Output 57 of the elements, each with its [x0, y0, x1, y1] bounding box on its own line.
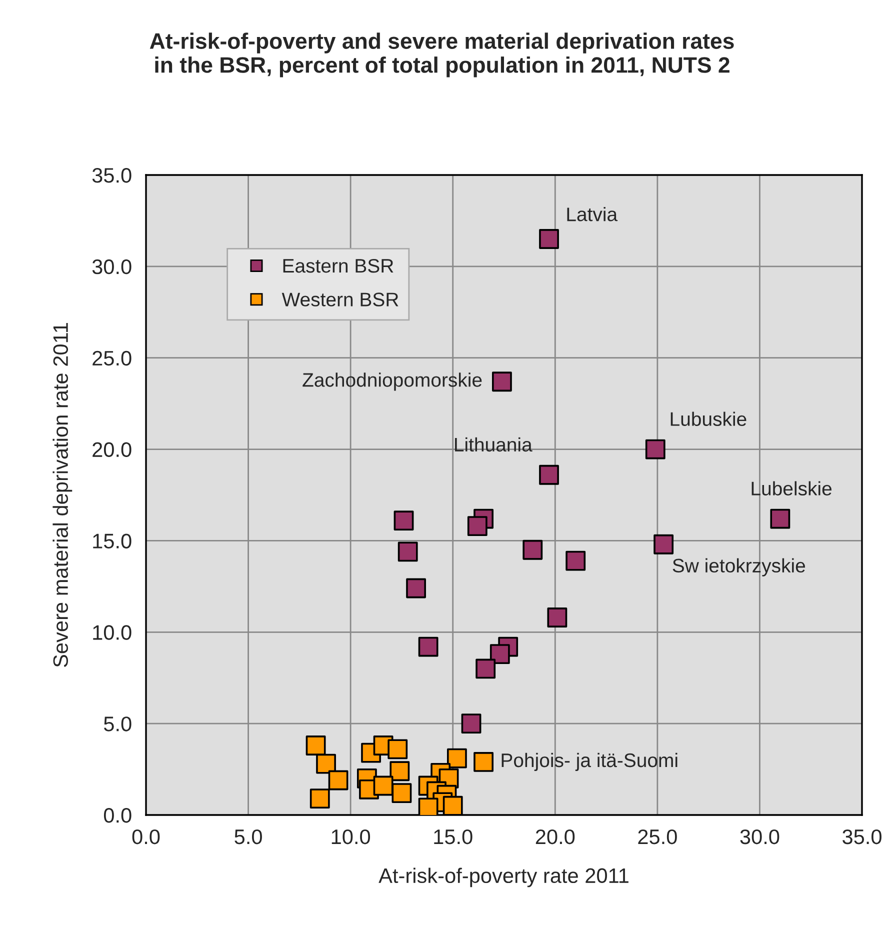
point [654, 534, 674, 554]
point [394, 510, 414, 531]
point [461, 714, 482, 734]
point [467, 516, 488, 536]
point [418, 636, 438, 657]
y-tick-label: 5.0 [104, 716, 132, 732]
point [566, 550, 586, 571]
y-tick-label: 15.0 [93, 534, 132, 548]
point [406, 578, 426, 598]
x-tick-label: 30.0 [740, 829, 780, 844]
point [476, 658, 496, 679]
point [442, 796, 463, 815]
point [547, 608, 568, 628]
y-axis-title: Severe material deprivation rate 2011 [52, 323, 72, 667]
x-tick-label: 0.0 [132, 829, 160, 844]
x-tick-label: 25.0 [638, 829, 677, 844]
point [388, 739, 408, 760]
point [310, 788, 330, 809]
legend-label: Eastern BSR [283, 258, 394, 273]
annotation: Lithuania [455, 437, 532, 452]
y-tick-label: 20.0 [92, 442, 132, 458]
point [522, 540, 543, 560]
chart-title: At-risk-of-poverty and severe material deprivation rates in the BSR, percent of total population in 2011, NUTS 2 [150, 32, 734, 78]
point [316, 754, 336, 774]
point [418, 798, 438, 815]
annotation: Latvia [567, 206, 618, 222]
y-tick-label: 35.0 [92, 168, 132, 183]
point [328, 770, 348, 790]
point [390, 761, 410, 782]
y-tick-label: 10.0 [93, 625, 132, 640]
point [446, 748, 467, 768]
point [490, 644, 510, 664]
x-axis-title: At-risk-of-poverty rate 2011 [378, 868, 628, 888]
annotation: Sw ietokrzyskie [672, 558, 806, 576]
point [492, 372, 512, 392]
point [306, 736, 326, 756]
annotation: Lubelskie [752, 481, 832, 496]
point [474, 752, 494, 772]
x-tick-label: 20.0 [536, 829, 575, 844]
y-tick-label: 25.0 [92, 350, 132, 366]
x-tick-label: 35.0 [842, 829, 882, 844]
point [392, 783, 412, 804]
point [539, 229, 559, 249]
legend-label: Western BSR [282, 292, 398, 306]
annotation: Lubuskie [670, 412, 746, 426]
x-tick-label: 5.0 [234, 829, 262, 844]
annotation: Pohjois- ja itä-Suomi [502, 752, 678, 772]
annotation: Zachodniopomorskie [302, 372, 482, 391]
x-tick-label: 10.0 [332, 829, 370, 844]
point [539, 464, 559, 485]
point [770, 508, 790, 529]
y-tick-label: 0.0 [104, 808, 132, 823]
point [645, 439, 666, 460]
point [373, 776, 394, 796]
x-tick-label: 15.0 [434, 829, 472, 844]
y-tick-label: 30.0 [92, 259, 132, 274]
point [398, 542, 418, 562]
